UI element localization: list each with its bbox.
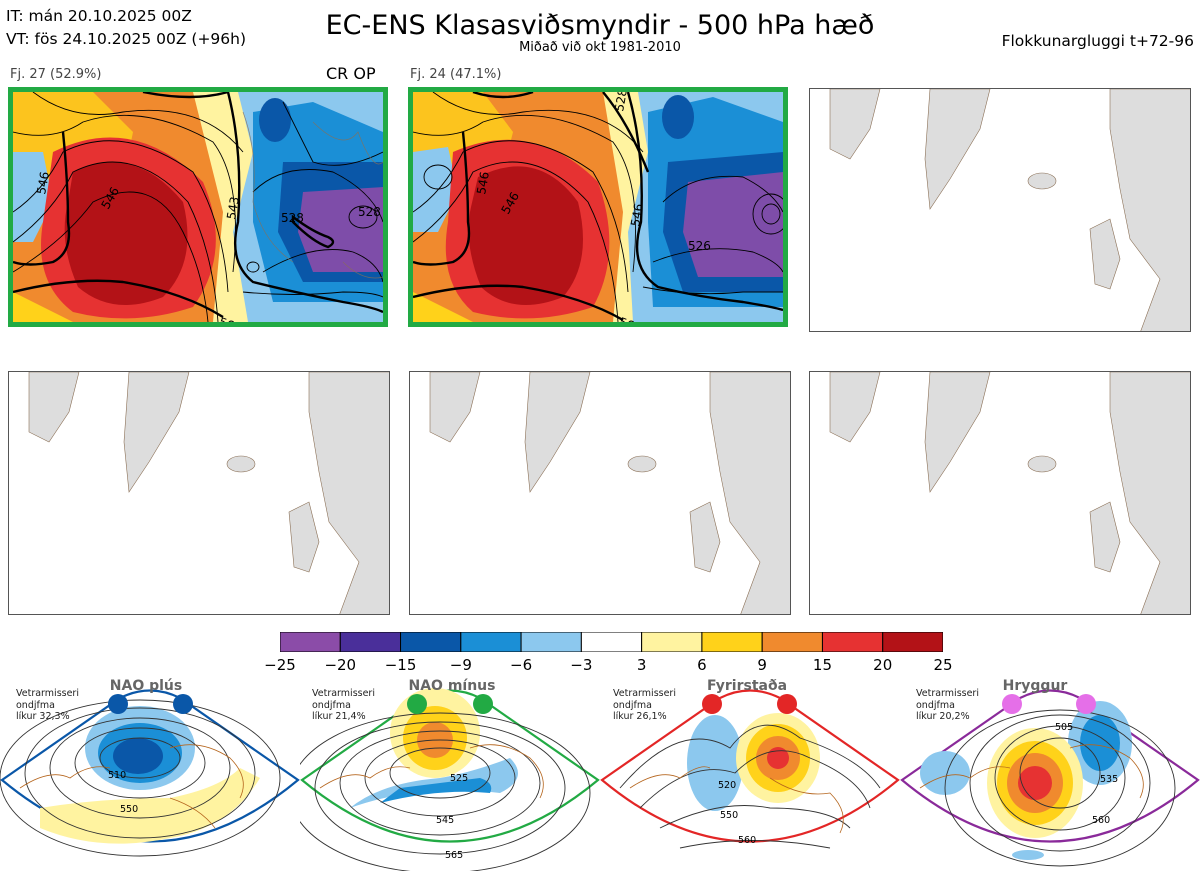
page-subtitle: Miðað við okt 1981-2010 [519,40,681,55]
contour-label: 528 [358,205,381,219]
colorbar-swatch [339,631,402,653]
empty-map-5 [409,371,791,615]
regime-name-4: Hryggur [1002,678,1068,694]
regime-nao-minus: 525 545 565 [289,678,600,874]
colorbar-tick-label: 15 [812,656,832,674]
colorbar-swatch [580,631,643,653]
contour-label: 546 [34,171,52,196]
colorbar-tick-label: −3 [570,656,593,674]
contour-label: 526 [688,239,711,253]
regime-name-2: NAO mínus [408,678,496,694]
colorbar-swatch [460,631,522,653]
colorbar-tick-label: 20 [873,656,893,674]
contour-label: 505 [1055,722,1073,733]
regime-name-1: NAO plús [109,678,183,694]
colorbar-swatch [400,631,462,653]
panel-2-label: Fj. 24 (47.1%) [410,67,502,82]
contour-label: 550 [720,810,738,821]
init-time: IT: mán 20.10.2025 00Z [6,7,192,25]
regime-name-3: Fyrirstaða [706,678,788,694]
empty-map-6 [809,371,1191,615]
regime-info-1: Vetrarmisseri ondjfma líkur 32,3% [16,688,79,722]
colorbar-tick-label: 9 [757,656,767,674]
regime-fyrirstada: 520 550 560 [600,678,900,871]
contour-label: 564 [217,315,243,322]
valid-time: VT: fös 24.10.2025 00Z (+96h) [6,30,247,48]
colorbar-tick-label: 3 [636,656,647,674]
colorbar-swatch [641,631,703,653]
contour-label: 535 [1100,774,1118,785]
contour-label: 520 [718,780,736,791]
classification-window: Flokkunargluggi t+72-96 [1001,32,1194,50]
colorbar-swatch [279,631,341,653]
colorbar-tick-label: −6 [510,656,533,674]
contour-label: 528 [281,211,304,225]
contour-label: 560 [738,835,756,846]
colorbar-tick-label: 6 [697,656,707,674]
colorbar-tick-label: −9 [449,656,472,674]
regime-hryggur: 505 535 560 [900,678,1200,871]
contour-label: 565 [445,850,463,861]
cluster-map-2: 546 546 546 526 564 528 [408,87,788,327]
colorbar-swatch [761,631,823,653]
contour-label: 510 [108,770,126,781]
colorbar-swatches [279,631,944,653]
colorbar-swatch [520,631,582,653]
contour-label: 546 [474,171,492,196]
regime-info-3: Vetrarmisseri ondjfma líkur 26,1% [613,688,676,722]
regime-info-2: Vetrarmisseri ondjfma líkur 21,4% [312,688,375,722]
page-title: EC-ENS Klasasviðsmyndir - 500 hPa hæð [325,10,875,41]
contour-label: 564 [617,315,643,322]
cluster-map-1: 546 546 543 528 528 564 [8,87,388,327]
contour-label: 546 [628,203,646,228]
colorbar-tick-label: −15 [384,656,417,674]
regime-nao-plus: 510 550 [0,678,300,871]
regime-info-4: Vetrarmisseri ondjfma líkur 20,2% [916,688,979,722]
contour-label: 545 [436,815,454,826]
panel-1-label: Fj. 27 (52.9%) [10,67,102,82]
contour-label: 525 [450,773,468,784]
empty-map-4 [8,371,390,615]
colorbar-tick-label: −25 [264,656,296,674]
contour-label: 528 [612,92,630,113]
colorbar [279,631,944,653]
contour-label: 560 [1092,815,1110,826]
contour-label: 543 [224,196,242,221]
colorbar-swatch [701,631,763,653]
contour-label: 550 [120,804,138,815]
empty-map-3 [809,88,1191,332]
panel-1-tag: CR OP [326,64,376,83]
colorbar-swatch [821,631,884,653]
colorbar-swatch [882,631,944,653]
colorbar-tick-label: 25 [933,656,953,674]
colorbar-tick-label: −20 [324,656,357,674]
